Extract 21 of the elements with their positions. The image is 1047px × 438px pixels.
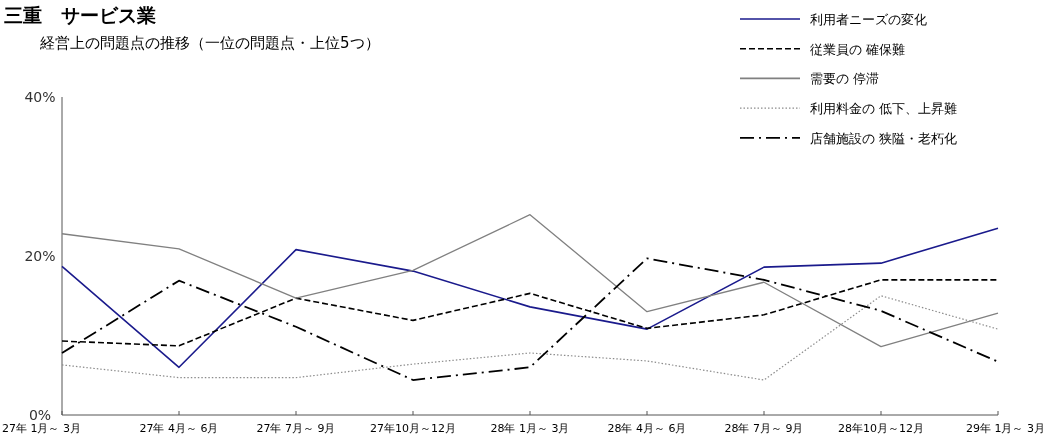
legend-label: 利用料金の 低下、上昇難 [810,101,958,117]
x-tick-label: 27年 7月～ 9月 [256,422,336,435]
line-series [61,227,999,369]
x-tick-label: 29年 1月～ 3月 [966,422,1045,435]
line-series [61,257,999,381]
x-tick-label: 27年10月～12月 [370,422,456,435]
x-tick-label: 27年 1月～ 3月 [2,422,81,435]
legend-label: 需要の 停滞 [810,71,880,87]
x-tick-label: 28年 1月～ 3月 [490,422,570,435]
y-tick-label: 20% [24,248,56,264]
x-tick-label: 27年 4月～ 6月 [139,422,219,435]
x-tick-label: 28年 4月～ 6月 [607,422,687,435]
x-tick-label: 28年10月～12月 [838,422,924,435]
chart-subtitle: 経営上の問題点の推移（一位の問題点・上位5つ） [39,34,380,52]
legend-label: 店舗施設の 狭隘・老朽化 [810,130,958,146]
legend-label: 従業員の 確保難 [810,41,906,57]
y-tick-label: 0% [28,407,52,423]
legend-label: 利用者ニーズの変化 [810,12,927,27]
x-tick-label: 28年 7月～ 9月 [724,422,804,435]
y-tick-label: 40% [24,89,56,105]
chart-title: 三重 サービス業 [4,4,156,26]
